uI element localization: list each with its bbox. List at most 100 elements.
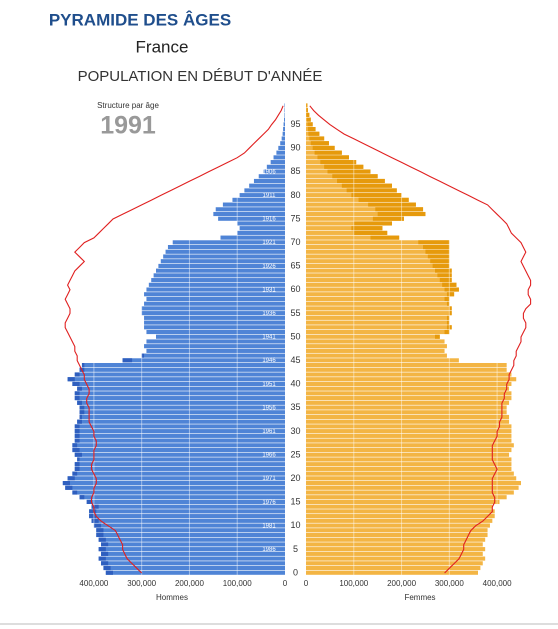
- surplus-men: [74, 433, 80, 438]
- surplus-women: [439, 278, 452, 283]
- bar-men: [77, 457, 286, 462]
- bar-men: [266, 164, 285, 169]
- surplus-women: [449, 306, 452, 311]
- bar-women: [306, 367, 507, 372]
- x-tick-label: 300,000: [435, 579, 464, 588]
- surplus-women: [423, 245, 450, 250]
- bar-women: [306, 344, 447, 349]
- bar-women: [306, 372, 512, 377]
- cohort-label: 1916: [262, 217, 276, 223]
- surplus-men: [103, 565, 111, 571]
- bar-men: [79, 495, 285, 500]
- y-tick-label: 95: [290, 119, 300, 129]
- bar-men: [163, 254, 285, 259]
- surplus-men: [74, 396, 80, 401]
- bar-men: [239, 226, 285, 231]
- bar-women: [306, 547, 486, 552]
- surplus-men: [72, 490, 78, 495]
- surplus-men: [77, 386, 82, 391]
- bar-men: [244, 188, 285, 193]
- bar-men: [91, 504, 285, 509]
- y-tick-label: 25: [290, 449, 300, 459]
- bar-women: [306, 273, 452, 278]
- surplus-women: [308, 131, 320, 136]
- surplus-women: [435, 268, 452, 273]
- surplus-men: [74, 462, 80, 467]
- bar-men: [101, 551, 285, 556]
- bar-men: [156, 334, 285, 339]
- bar-women: [306, 443, 514, 448]
- bar-women: [306, 481, 521, 486]
- cohort-label: 1976: [262, 500, 276, 506]
- bar-women: [306, 381, 512, 386]
- bar-men: [96, 532, 286, 538]
- surplus-women: [446, 325, 452, 330]
- bar-men: [72, 471, 285, 476]
- bar-women: [306, 202, 416, 207]
- surplus-women: [449, 311, 452, 316]
- x-tick-label: 400,000: [483, 579, 512, 588]
- surplus-women: [320, 160, 357, 165]
- bar-women: [306, 447, 512, 453]
- bar-men: [72, 447, 285, 453]
- surplus-women: [446, 301, 450, 306]
- cohort-label: 1986: [262, 547, 276, 553]
- bar-women: [306, 438, 512, 443]
- bar-men: [141, 311, 285, 316]
- surplus-women: [353, 230, 388, 235]
- bar-men: [146, 339, 285, 344]
- bar-women: [306, 452, 510, 457]
- bar-women: [306, 476, 517, 481]
- bar-women: [306, 259, 450, 264]
- surplus-men: [79, 414, 82, 420]
- bar-women: [306, 414, 510, 420]
- surplus-women: [427, 254, 450, 259]
- bar-women: [306, 551, 483, 556]
- bar-women: [306, 249, 450, 254]
- bar-men: [283, 122, 285, 127]
- surplus-men: [101, 561, 109, 566]
- bar-men: [89, 514, 285, 519]
- bar-men: [146, 329, 285, 335]
- bar-women: [306, 197, 409, 202]
- bar-men: [284, 117, 285, 122]
- bar-men: [74, 372, 286, 377]
- bar-men: [72, 443, 285, 448]
- surplus-women: [375, 207, 424, 212]
- cohort-label: 1961: [262, 429, 276, 435]
- surplus-men: [72, 443, 78, 448]
- surplus-men: [79, 410, 85, 415]
- bar-men: [144, 325, 285, 330]
- x-axis-label: Femmes: [404, 593, 435, 602]
- bar-men: [105, 570, 285, 575]
- bar-men: [270, 160, 285, 165]
- surplus-women: [314, 150, 342, 155]
- bar-men: [144, 344, 285, 349]
- bar-women: [306, 419, 510, 424]
- bar-women: [306, 528, 488, 533]
- surplus-women: [444, 296, 450, 302]
- surplus-men: [74, 391, 80, 396]
- bar-women: [306, 532, 488, 538]
- bar-women: [306, 424, 512, 429]
- x-tick-label: 200,000: [175, 579, 204, 588]
- bar-men: [156, 268, 285, 273]
- bar-women: [306, 499, 500, 504]
- surplus-men: [74, 452, 82, 457]
- bar-women: [306, 386, 510, 391]
- year-label: 1991: [100, 112, 156, 140]
- bar-men: [220, 235, 285, 240]
- cohort-label: 1931: [262, 287, 276, 293]
- bar-men: [239, 193, 285, 198]
- bar-men: [67, 476, 285, 481]
- bar-men: [65, 485, 285, 490]
- surplus-women: [312, 145, 335, 150]
- chart-subtitle: France: [136, 37, 189, 56]
- y-tick-label: 35: [290, 402, 300, 412]
- cohort-label: 1971: [262, 476, 276, 482]
- bar-women: [306, 353, 447, 358]
- surplus-women: [446, 320, 450, 325]
- bar-women: [306, 282, 457, 287]
- bar-men: [67, 377, 285, 382]
